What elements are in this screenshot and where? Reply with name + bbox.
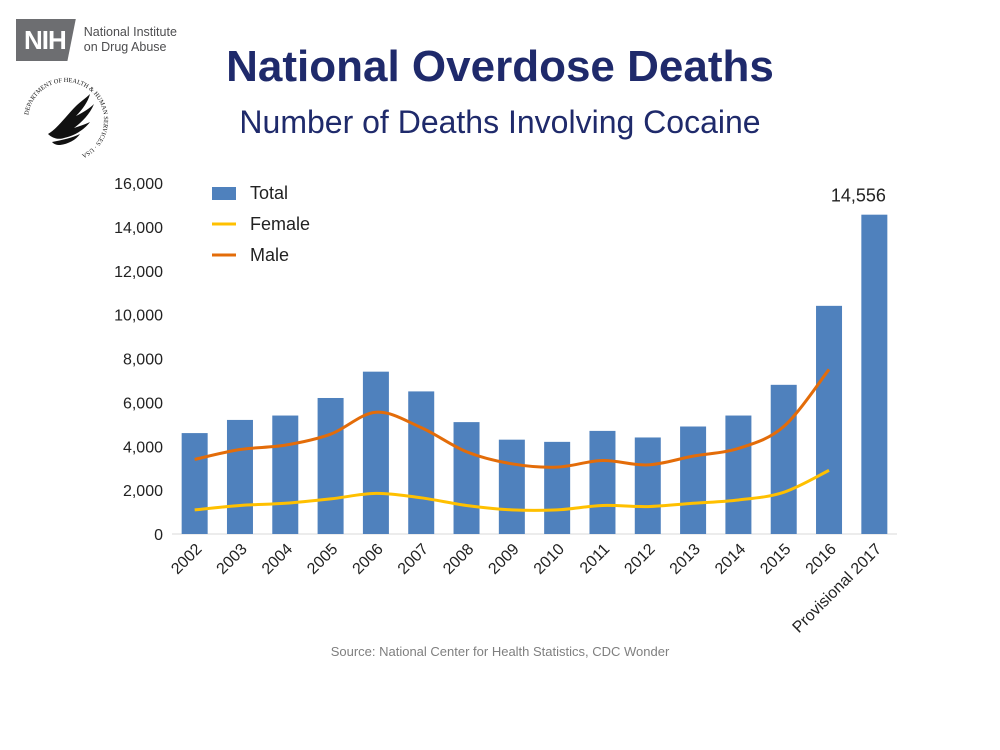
nih-logo-text: National Institute on Drug Abuse (84, 25, 177, 55)
x-tick-label: 2011 (577, 541, 613, 577)
bar-total (861, 214, 888, 535)
bar-total (725, 415, 752, 534)
x-tick-label: 2015 (757, 541, 794, 578)
legend: Total Female Male (212, 183, 310, 265)
x-tick-label: 2013 (667, 541, 704, 578)
nih-logo-mark: NIH (16, 19, 76, 61)
x-tick-label: 2014 (712, 541, 749, 578)
x-tick-label: 2002 (168, 541, 205, 578)
bar-total (408, 391, 435, 534)
bar-total (226, 419, 253, 534)
x-tick-label: 2012 (621, 541, 658, 578)
y-tick-label: 14,000 (114, 220, 163, 237)
legend-label-total: Total (250, 183, 288, 203)
bar-total (634, 437, 661, 534)
x-tick-label: 2003 (214, 541, 251, 578)
x-tick-label: 2008 (440, 541, 477, 578)
y-tick-label: 4,000 (123, 439, 163, 456)
x-tick-label: 2004 (259, 541, 296, 578)
nih-logo: NIH National Institute on Drug Abuse (16, 18, 177, 62)
chart-title: National Overdose Deaths (226, 42, 774, 91)
x-tick-label: 2006 (350, 541, 387, 578)
x-tick-label: 2009 (485, 541, 522, 578)
chart-subtitle: Number of Deaths Involving Cocaine (239, 104, 761, 140)
y-tick-label: 8,000 (123, 352, 163, 369)
y-tick-label: 6,000 (123, 395, 163, 412)
x-tick-label: 2010 (531, 541, 568, 578)
bar-series-total (181, 214, 888, 535)
data-labels: 14,556 (831, 186, 886, 206)
x-tick-label: 2007 (395, 541, 432, 578)
bar-total (544, 441, 571, 534)
hhs-seal-icon: DEPARTMENT OF HEALTH & HUMAN SERVICES · … (23, 77, 109, 159)
bar-total (770, 384, 797, 534)
line-male (194, 368, 831, 469)
bar-total (680, 426, 707, 534)
nih-name-line1: National Institute (83, 25, 177, 39)
x-axis-ticks: 2002 2003 2004 2005 2006 2007 2008 2009 2010 2011… (168, 541, 885, 637)
data-label-value: 14,556 (831, 186, 886, 206)
bar-total (498, 439, 525, 534)
y-tick-label: 12,000 (114, 264, 163, 281)
line-female (194, 469, 830, 512)
y-axis-ticks: 0 2,000 4,000 6,000 8,000 10,000 12,000 14,000 1… (114, 176, 163, 544)
nih-name-line2: on Drug Abuse (83, 40, 167, 54)
y-tick-label: 0 (154, 527, 163, 544)
bar-total (362, 371, 389, 534)
line-series (194, 368, 831, 512)
x-tick-label: 2016 (803, 541, 840, 578)
bar-total (181, 433, 208, 534)
legend-label-female: Female (250, 214, 310, 234)
bar-total (453, 422, 480, 534)
source-note: Source: National Center for Health Stati… (330, 644, 670, 659)
x-tick-label: 2005 (304, 541, 341, 578)
legend-label-male: Male (250, 245, 289, 265)
bar-total (317, 397, 344, 534)
y-tick-label: 10,000 (114, 308, 163, 325)
legend-swatch-total (212, 187, 236, 200)
bar-total (816, 305, 843, 534)
y-tick-label: 2,000 (123, 483, 163, 500)
y-tick-label: 16,000 (114, 176, 163, 193)
bar-total (589, 430, 616, 534)
bar-total (272, 415, 299, 534)
